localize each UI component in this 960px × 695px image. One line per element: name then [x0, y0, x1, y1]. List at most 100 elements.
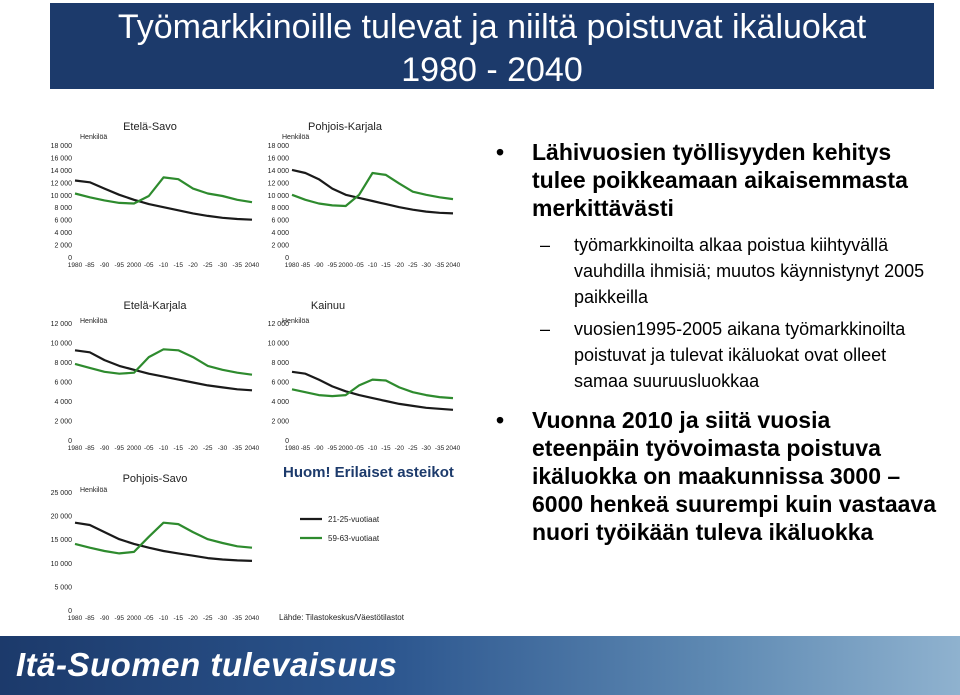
x-tick-label: -25 — [408, 262, 418, 269]
y-tick-label: 2 000 — [54, 419, 72, 426]
sub-bullet-text: vuosien1995-2005 aikana työmarkkinoilta … — [574, 319, 906, 391]
x-tick-label: -85 — [85, 445, 95, 452]
series-line-21-25 — [291, 370, 454, 411]
x-tick-label: -35 — [233, 262, 243, 269]
y-tick-label: 12 000 — [51, 321, 73, 328]
x-tick-label: -35 — [233, 615, 243, 622]
y-tick-label: 20 000 — [51, 514, 73, 521]
source-note: Lähde: Tilastokeskus/Väestötilastot — [279, 613, 405, 622]
x-tick-label: -15 — [381, 262, 391, 269]
x-tick-label: -30 — [421, 445, 431, 452]
series-line-59-63 — [74, 348, 253, 376]
x-tick-label: 2000 — [338, 262, 353, 269]
series-line-59-63 — [74, 176, 253, 205]
y-tick-label: 6 000 — [271, 380, 289, 387]
x-tick-label: 2000 — [127, 445, 142, 452]
y-tick-label: 6 000 — [271, 218, 289, 225]
x-tick-label: -35 — [233, 445, 243, 452]
x-tick-label: -90 — [100, 615, 110, 622]
x-tick-label: -05 — [144, 615, 154, 622]
y-axis-label: Henkilöä — [80, 318, 107, 325]
page-title: Työmarkkinoille tulevat ja niiltä poistu… — [117, 8, 867, 46]
x-tick-label: -35 — [435, 445, 445, 452]
x-tick-label: -15 — [381, 445, 391, 452]
x-tick-label: -20 — [188, 445, 198, 452]
x-tick-label: -20 — [395, 445, 405, 452]
y-tick-label: 10 000 — [51, 193, 73, 200]
x-tick-label: 1980 — [68, 262, 83, 269]
title-banner: Työmarkkinoille tulevat ja niiltä poistu… — [50, 3, 934, 89]
y-axis-label: Henkilöä — [80, 487, 107, 494]
y-tick-label: 4 000 — [271, 399, 289, 406]
x-tick-label: -05 — [144, 262, 154, 269]
x-tick-label: -25 — [203, 615, 213, 622]
y-tick-label: 10 000 — [268, 193, 290, 200]
x-tick-label: 2000 — [127, 262, 142, 269]
sub-bullet-item: – työmarkkinoilta alkaa poistua kiihtyväl… — [496, 232, 936, 310]
y-tick-label: 5 000 — [54, 584, 72, 591]
y-tick-label: 6 000 — [54, 218, 72, 225]
bullet-text: Lähivuosien työllisyyden kehitys tulee p… — [532, 139, 908, 221]
y-tick-label: 16 000 — [51, 155, 73, 162]
x-tick-label: -25 — [203, 445, 213, 452]
y-axis-label: Henkilöä — [282, 134, 309, 141]
y-tick-label: 4 000 — [271, 230, 289, 237]
x-tick-label: -15 — [174, 262, 184, 269]
dash-icon: – — [540, 319, 551, 339]
legend-item-label: 21-25-vuotiaat — [328, 515, 380, 524]
series-line-21-25 — [291, 168, 454, 215]
y-tick-label: 14 000 — [51, 168, 73, 175]
y-tick-label: 18 000 — [51, 143, 73, 150]
y-tick-label: 2 000 — [271, 419, 289, 426]
y-tick-label: 25 000 — [51, 490, 73, 497]
chart-title: Etelä-Karjala — [124, 300, 188, 312]
x-tick-label: -85 — [85, 615, 95, 622]
y-tick-label: 8 000 — [271, 360, 289, 367]
x-tick-label: -05 — [354, 262, 364, 269]
x-tick-label: -10 — [368, 262, 378, 269]
x-tick-label: -20 — [188, 615, 198, 622]
bullet-list: • Lähivuosien työllisyyden kehitys tulee … — [496, 138, 936, 546]
y-tick-label: 0 — [285, 255, 289, 262]
x-tick-label: -25 — [408, 445, 418, 452]
y-tick-label: 16 000 — [268, 155, 290, 162]
x-tick-label: -20 — [188, 262, 198, 269]
y-tick-label: 10 000 — [268, 341, 290, 348]
legend-item-label: 59-63-vuotiaat — [328, 534, 380, 543]
bullet-icon: • — [496, 407, 505, 433]
x-tick-label: 2040 — [446, 445, 461, 452]
bullet-item: • Lähivuosien työllisyyden kehitys tulee … — [496, 138, 936, 222]
y-tick-label: 0 — [68, 438, 72, 445]
y-tick-label: 0 — [68, 608, 72, 615]
x-tick-label: -15 — [174, 615, 184, 622]
series-line-21-25 — [74, 349, 253, 392]
x-tick-label: -10 — [159, 262, 169, 269]
bullet-icon: • — [496, 139, 505, 165]
x-tick-label: -85 — [301, 262, 311, 269]
x-tick-label: -10 — [159, 615, 169, 622]
charts-area: Etelä-Savo Henkilöä 0 2 000 4 000 6 000 8 000 1… — [51, 121, 461, 622]
x-tick-label: -95 — [328, 262, 338, 269]
x-tick-label: -90 — [100, 262, 110, 269]
x-tick-label: -30 — [218, 615, 228, 622]
x-tick-label: -30 — [421, 262, 431, 269]
y-tick-label: 12 000 — [268, 321, 290, 328]
y-tick-label: 8 000 — [54, 205, 72, 212]
x-tick-label: -95 — [115, 445, 125, 452]
bullet-text: Vuonna 2010 ja siitä vuosia eteenpäin ty… — [532, 407, 936, 545]
legend-note: Huom! Erilaiset asteikot — [283, 464, 454, 481]
y-tick-label: 2 000 — [54, 243, 72, 250]
y-axis-label: Henkilöä — [80, 134, 107, 141]
dash-icon: – — [540, 235, 551, 255]
x-tick-label: 2040 — [245, 445, 260, 452]
x-tick-label: -90 — [314, 262, 324, 269]
y-tick-label: 0 — [285, 438, 289, 445]
sub-bullet-item: – vuosien1995-2005 aikana työmarkkinoilta… — [496, 316, 936, 394]
x-tick-label: 1980 — [285, 262, 300, 269]
x-tick-label: -95 — [115, 262, 125, 269]
x-tick-label: -90 — [100, 445, 110, 452]
x-tick-label: -95 — [115, 615, 125, 622]
y-axis-label: Henkilöä — [282, 318, 309, 325]
x-tick-label: -90 — [314, 445, 324, 452]
x-tick-label: 2000 — [127, 615, 142, 622]
